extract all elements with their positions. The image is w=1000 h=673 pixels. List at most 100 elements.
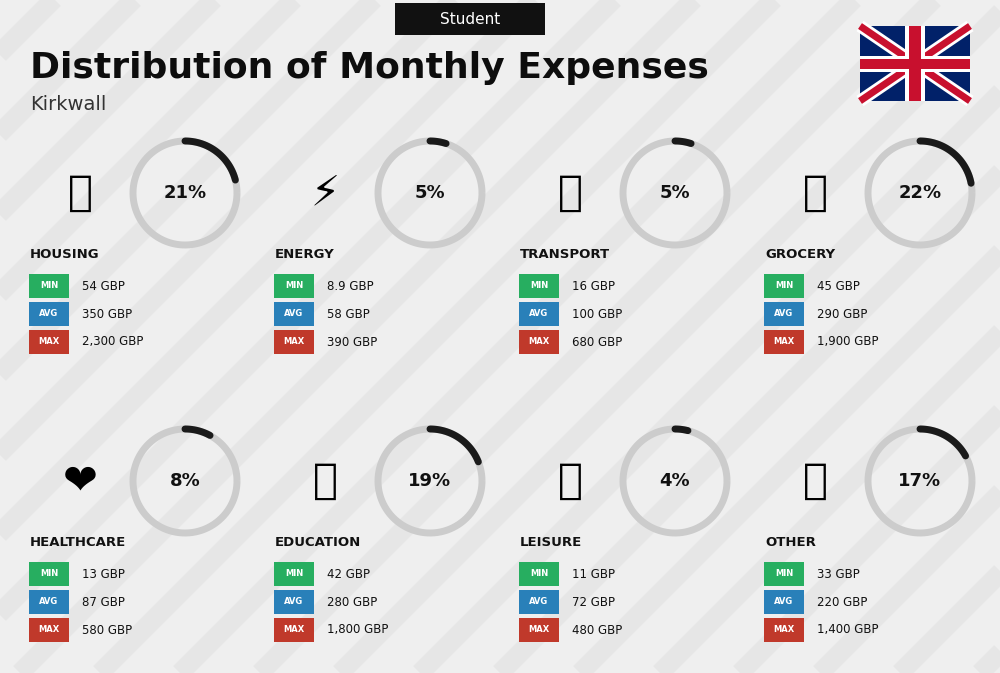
FancyBboxPatch shape xyxy=(764,562,804,586)
Text: 19%: 19% xyxy=(408,472,452,490)
Text: Student: Student xyxy=(440,11,500,26)
FancyBboxPatch shape xyxy=(519,274,559,298)
Text: 680 GBP: 680 GBP xyxy=(572,336,622,349)
FancyBboxPatch shape xyxy=(29,590,69,614)
Text: 22%: 22% xyxy=(898,184,942,202)
Text: MAX: MAX xyxy=(773,337,795,347)
Text: MAX: MAX xyxy=(528,625,550,635)
Text: 280 GBP: 280 GBP xyxy=(327,596,377,608)
Text: 72 GBP: 72 GBP xyxy=(572,596,615,608)
Text: 16 GBP: 16 GBP xyxy=(572,279,615,293)
Text: 87 GBP: 87 GBP xyxy=(82,596,125,608)
Text: AVG: AVG xyxy=(774,310,794,318)
Text: MIN: MIN xyxy=(530,569,548,579)
Text: HOUSING: HOUSING xyxy=(30,248,100,262)
FancyBboxPatch shape xyxy=(274,330,314,354)
Text: 45 GBP: 45 GBP xyxy=(817,279,860,293)
FancyBboxPatch shape xyxy=(905,26,925,101)
Text: 11 GBP: 11 GBP xyxy=(572,567,615,581)
FancyBboxPatch shape xyxy=(764,590,804,614)
Text: 🛒: 🛒 xyxy=(802,172,828,214)
Text: 🎓: 🎓 xyxy=(312,460,338,502)
Text: MAX: MAX xyxy=(283,337,305,347)
Text: HEALTHCARE: HEALTHCARE xyxy=(30,536,126,549)
Text: 58 GBP: 58 GBP xyxy=(327,308,370,320)
FancyBboxPatch shape xyxy=(764,302,804,326)
Text: 2,300 GBP: 2,300 GBP xyxy=(82,336,143,349)
Text: AVG: AVG xyxy=(284,598,304,606)
Text: 580 GBP: 580 GBP xyxy=(82,623,132,637)
Text: MIN: MIN xyxy=(40,569,58,579)
Text: 100 GBP: 100 GBP xyxy=(572,308,622,320)
Text: 290 GBP: 290 GBP xyxy=(817,308,867,320)
FancyBboxPatch shape xyxy=(29,330,69,354)
Text: Kirkwall: Kirkwall xyxy=(30,96,106,114)
FancyBboxPatch shape xyxy=(860,55,970,71)
FancyBboxPatch shape xyxy=(519,302,559,326)
FancyBboxPatch shape xyxy=(274,562,314,586)
Text: 42 GBP: 42 GBP xyxy=(327,567,370,581)
FancyBboxPatch shape xyxy=(274,590,314,614)
Text: GROCERY: GROCERY xyxy=(765,248,835,262)
Text: 🛍: 🛍 xyxy=(558,460,582,502)
FancyBboxPatch shape xyxy=(29,562,69,586)
Text: OTHER: OTHER xyxy=(765,536,816,549)
FancyBboxPatch shape xyxy=(29,618,69,642)
Text: ⚡: ⚡ xyxy=(310,172,340,214)
Text: MAX: MAX xyxy=(38,625,60,635)
Text: MAX: MAX xyxy=(38,337,60,347)
FancyBboxPatch shape xyxy=(519,330,559,354)
FancyBboxPatch shape xyxy=(29,302,69,326)
Text: MIN: MIN xyxy=(530,281,548,291)
Text: TRANSPORT: TRANSPORT xyxy=(520,248,610,262)
Text: AVG: AVG xyxy=(284,310,304,318)
Text: 5%: 5% xyxy=(660,184,690,202)
Text: AVG: AVG xyxy=(774,598,794,606)
FancyBboxPatch shape xyxy=(274,618,314,642)
FancyBboxPatch shape xyxy=(764,618,804,642)
Text: 350 GBP: 350 GBP xyxy=(82,308,132,320)
Text: ❤: ❤ xyxy=(63,460,97,502)
Text: Distribution of Monthly Expenses: Distribution of Monthly Expenses xyxy=(30,51,709,85)
Text: 4%: 4% xyxy=(660,472,690,490)
Text: MAX: MAX xyxy=(773,625,795,635)
Text: EDUCATION: EDUCATION xyxy=(275,536,361,549)
FancyBboxPatch shape xyxy=(764,274,804,298)
Text: AVG: AVG xyxy=(39,598,59,606)
Text: 17%: 17% xyxy=(898,472,942,490)
Text: 220 GBP: 220 GBP xyxy=(817,596,867,608)
Text: 390 GBP: 390 GBP xyxy=(327,336,377,349)
Text: 54 GBP: 54 GBP xyxy=(82,279,125,293)
Text: MIN: MIN xyxy=(40,281,58,291)
Text: 33 GBP: 33 GBP xyxy=(817,567,860,581)
Text: 21%: 21% xyxy=(163,184,207,202)
FancyBboxPatch shape xyxy=(860,59,970,69)
FancyBboxPatch shape xyxy=(395,3,545,35)
Text: AVG: AVG xyxy=(529,310,549,318)
FancyBboxPatch shape xyxy=(29,274,69,298)
FancyBboxPatch shape xyxy=(274,274,314,298)
FancyBboxPatch shape xyxy=(519,590,559,614)
Text: AVG: AVG xyxy=(529,598,549,606)
Text: MIN: MIN xyxy=(285,569,303,579)
Text: 13 GBP: 13 GBP xyxy=(82,567,125,581)
Text: MAX: MAX xyxy=(283,625,305,635)
Text: 5%: 5% xyxy=(415,184,445,202)
Text: ENERGY: ENERGY xyxy=(275,248,335,262)
Text: 1,800 GBP: 1,800 GBP xyxy=(327,623,388,637)
FancyBboxPatch shape xyxy=(519,618,559,642)
Text: 👜: 👜 xyxy=(802,460,828,502)
Text: 🚌: 🚌 xyxy=(558,172,582,214)
Text: 1,900 GBP: 1,900 GBP xyxy=(817,336,879,349)
FancyBboxPatch shape xyxy=(764,330,804,354)
Text: 480 GBP: 480 GBP xyxy=(572,623,622,637)
Text: LEISURE: LEISURE xyxy=(520,536,582,549)
FancyBboxPatch shape xyxy=(860,26,970,101)
Text: AVG: AVG xyxy=(39,310,59,318)
FancyBboxPatch shape xyxy=(909,26,921,101)
Text: 8.9 GBP: 8.9 GBP xyxy=(327,279,374,293)
Text: MIN: MIN xyxy=(775,569,793,579)
Text: MAX: MAX xyxy=(528,337,550,347)
FancyBboxPatch shape xyxy=(274,302,314,326)
Text: 🏢: 🏢 xyxy=(68,172,92,214)
